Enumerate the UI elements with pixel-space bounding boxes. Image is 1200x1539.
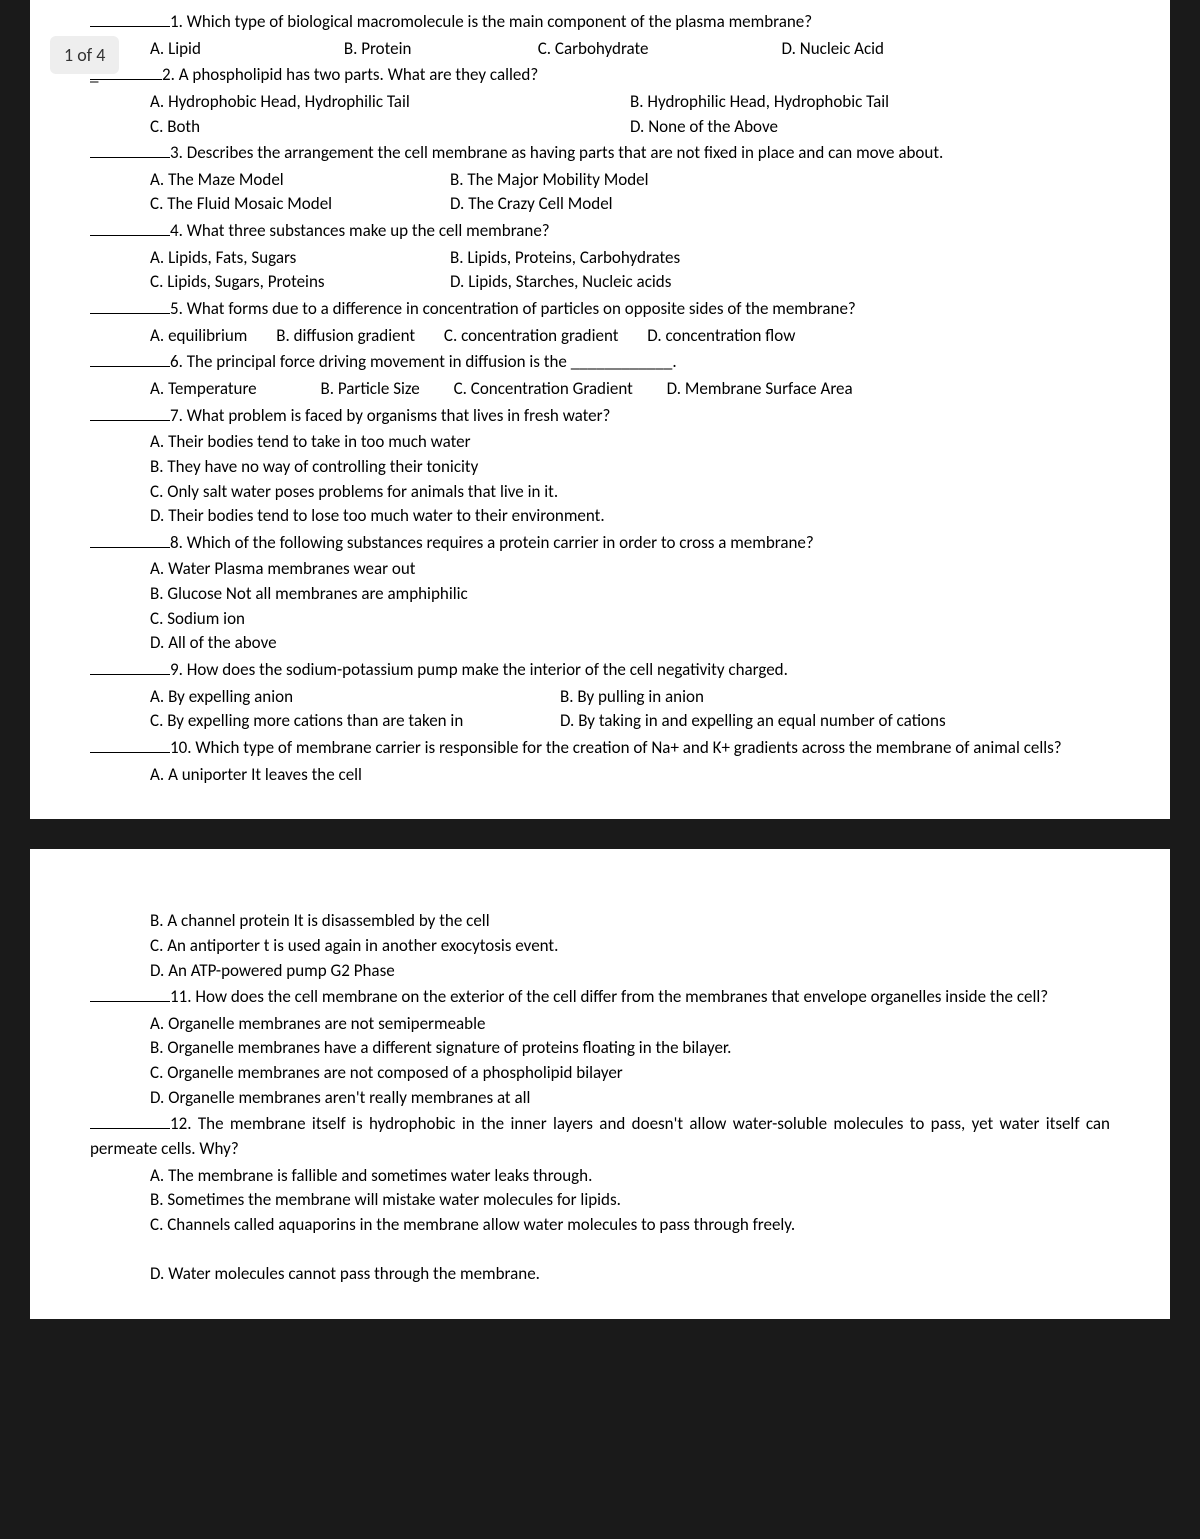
options-q6: A. Temperature B. Particle Size C. Conce… <box>90 377 1110 402</box>
options-q1: A. Lipid B. Protein C. Carbohydrate D. N… <box>90 37 1110 62</box>
option-a: A. equilibrium <box>150 324 247 349</box>
option-d: D. concentration flow <box>647 324 795 349</box>
question-text: 1. Which type of biological macromolecul… <box>170 11 812 32</box>
option-d: D. By taking in and expelling an equal n… <box>560 709 1110 734</box>
option-a: A. Lipid <box>150 37 300 62</box>
option-c: C. Channels called aquaporins in the mem… <box>150 1213 1110 1238</box>
option-c: C. An antiporter t is used again in anot… <box>150 934 1110 959</box>
options-q2: A. Hydrophobic Head, Hydrophilic Tail B.… <box>90 90 1110 139</box>
answer-blank <box>90 658 170 675</box>
option-a: A. Organelle membranes are not semiperme… <box>150 1012 1110 1037</box>
options-q12: A. The membrane is fallible and sometime… <box>90 1164 1110 1287</box>
options-q5: A. equilibrium B. diffusion gradient C. … <box>90 324 1110 349</box>
question-7: 7. What problem is faced by organisms th… <box>90 404 1110 429</box>
question-text: 4. What three substances make up the cel… <box>170 220 550 241</box>
option-a: A. Hydrophobic Head, Hydrophilic Tail <box>150 90 630 115</box>
question-text: 8. Which of the following substances req… <box>170 532 814 553</box>
question-12: 12. The membrane itself is hydrophobic i… <box>90 1112 1110 1161</box>
question-3: 3. Describes the arrangement the cell me… <box>90 141 1110 166</box>
option-b: B. Lipids, Proteins, Carbohydrates <box>450 246 1110 271</box>
option-d: D. Nucleic Acid <box>782 37 884 62</box>
question-6: 6. The principal force driving movement … <box>90 350 1110 375</box>
question-text: 2. A phospholipid has two parts. What ar… <box>162 64 538 85</box>
option-c: C. Concentration Gradient <box>454 377 633 402</box>
option-d: D. Their bodies tend to lose too much wa… <box>150 504 1110 529</box>
option-b: B. Protein <box>344 37 494 62</box>
option-a: A. Temperature <box>150 377 257 402</box>
options-q10-part2: B. A channel protein It is disassembled … <box>90 909 1110 983</box>
option-b: B. Organelle membranes have a different … <box>150 1036 1110 1061</box>
answer-blank <box>90 297 170 314</box>
question-text: 5. What forms due to a difference in con… <box>170 298 856 319</box>
answer-blank <box>90 985 170 1002</box>
answer-blank <box>90 10 170 27</box>
option-d: D. None of the Above <box>630 115 1110 140</box>
option-c: C. concentration gradient <box>444 324 619 349</box>
option-c: C. Sodium ion <box>150 607 1110 632</box>
question-10: 10. Which type of membrane carrier is re… <box>90 736 1110 761</box>
answer-blank <box>90 404 170 421</box>
options-q10-part1: A. A uniporter It leaves the cell <box>90 763 1110 788</box>
options-q8: A. Water Plasma membranes wear out B. Gl… <box>90 557 1110 656</box>
option-c: C. Both <box>150 115 630 140</box>
option-a: A. The Maze Model <box>150 168 450 193</box>
option-c: C. Carbohydrate <box>538 37 738 62</box>
answer-blank <box>90 350 170 367</box>
answer-blank <box>90 736 170 753</box>
options-q11: A. Organelle membranes are not semiperme… <box>90 1012 1110 1111</box>
question-8: 8. Which of the following substances req… <box>90 531 1110 556</box>
question-text: 11. How does the cell membrane on the ex… <box>170 986 1048 1007</box>
answer-blank <box>90 531 170 548</box>
question-11: 11. How does the cell membrane on the ex… <box>90 985 1110 1010</box>
option-c: C. By expelling more cations than are ta… <box>150 709 560 734</box>
question-1: 1. Which type of biological macromolecul… <box>90 10 1110 35</box>
option-b: B. Particle Size <box>320 377 419 402</box>
option-d: D. The Crazy Cell Model <box>450 192 1110 217</box>
page-1: 1 of 4 1. Which type of biological macro… <box>30 0 1170 819</box>
option-a: A. By expelling anion <box>150 685 560 710</box>
question-9: 9. How does the sodium-potassium pump ma… <box>90 658 1110 683</box>
option-a: A. Lipids, Fats, Sugars <box>150 246 450 271</box>
page-indicator: 1 of 4 <box>50 36 119 74</box>
option-a: A. Water Plasma membranes wear out <box>150 557 1110 582</box>
option-d: D. An ATP-powered pump G2 Phase <box>150 959 1110 984</box>
option-d: D. Organelle membranes aren't really mem… <box>150 1086 1110 1111</box>
option-b: B. Hydrophilic Head, Hydrophobic Tail <box>630 90 1110 115</box>
option-c: C. The Fluid Mosaic Model <box>150 192 450 217</box>
option-d: D. Water molecules cannot pass through t… <box>150 1262 1110 1287</box>
option-a: A. The membrane is fallible and sometime… <box>150 1164 1110 1189</box>
option-c: C. Only salt water poses problems for an… <box>150 480 1110 505</box>
question-5: 5. What forms due to a difference in con… <box>90 297 1110 322</box>
option-b: B. They have no way of controlling their… <box>150 455 1110 480</box>
option-c: C. Organelle membranes are not composed … <box>150 1061 1110 1086</box>
question-text: 9. How does the sodium-potassium pump ma… <box>170 659 788 680</box>
option-b: B. Glucose Not all membranes are amphiph… <box>150 582 1110 607</box>
option-c: C. Lipids, Sugars, Proteins <box>150 270 450 295</box>
option-d: D. All of the above <box>150 631 1110 656</box>
question-text: 7. What problem is faced by organisms th… <box>170 405 610 426</box>
options-q3: A. The Maze Model B. The Major Mobility … <box>90 168 1110 217</box>
page-2: B. A channel protein It is disassembled … <box>30 849 1170 1319</box>
option-d: D. Membrane Surface Area <box>667 377 853 402</box>
option-d: D. Lipids, Starches, Nucleic acids <box>450 270 1110 295</box>
options-q4: A. Lipids, Fats, Sugars B. Lipids, Prote… <box>90 246 1110 295</box>
question-text: 6. The principal force driving movement … <box>170 351 677 372</box>
option-b: B. By pulling in anion <box>560 685 1110 710</box>
option-b: B. diffusion gradient <box>276 324 415 349</box>
question-text: 10. Which type of membrane carrier is re… <box>170 737 1062 758</box>
answer-blank <box>90 219 170 236</box>
answer-blank <box>90 141 170 158</box>
option-a: A. Their bodies tend to take in too much… <box>150 430 1110 455</box>
options-q9: A. By expelling anion B. By pulling in a… <box>90 685 1110 734</box>
answer-blank <box>90 1112 170 1129</box>
option-b: B. Sometimes the membrane will mistake w… <box>150 1188 1110 1213</box>
question-4: 4. What three substances make up the cel… <box>90 219 1110 244</box>
option-b: B. A channel protein It is disassembled … <box>150 909 1110 934</box>
question-text: 3. Describes the arrangement the cell me… <box>170 142 943 163</box>
options-q7: A. Their bodies tend to take in too much… <box>90 430 1110 529</box>
option-b: B. The Major Mobility Model <box>450 168 1110 193</box>
question-2: _2. A phospholipid has two parts. What a… <box>90 63 1110 88</box>
question-text: 12. The membrane itself is hydrophobic i… <box>90 1113 1110 1159</box>
option-a: A. A uniporter It leaves the cell <box>150 763 1110 788</box>
